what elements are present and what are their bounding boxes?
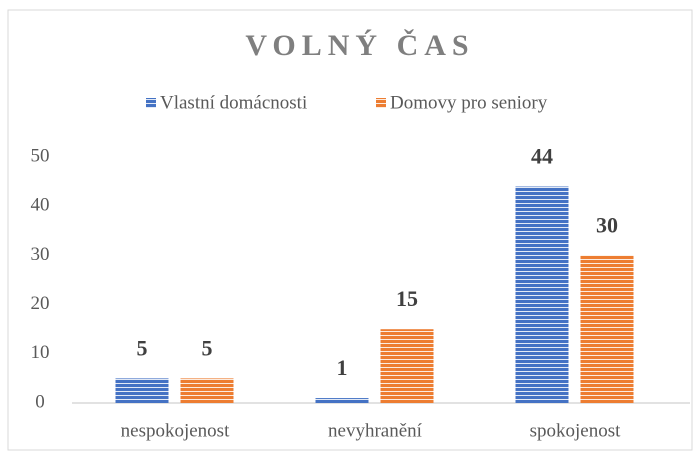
- x-tick-label: spokojenost: [530, 420, 622, 441]
- data-label: 5: [202, 335, 213, 360]
- y-tick-label: 20: [31, 293, 50, 314]
- legend-label: Vlastní domácnosti: [160, 92, 307, 113]
- legend-swatch: [146, 98, 156, 108]
- bar: [380, 329, 434, 403]
- data-label: 15: [396, 286, 418, 311]
- y-tick-label: 40: [31, 195, 50, 216]
- x-tick-label: nespokojenost: [121, 420, 230, 441]
- y-tick-label: 10: [31, 342, 50, 363]
- bar: [580, 255, 634, 403]
- legend-swatch: [376, 98, 386, 108]
- chart-title: VOLNÝ ČAS: [245, 29, 474, 62]
- legend-label: Domovy pro seniory: [390, 92, 548, 113]
- data-label: 1: [337, 355, 348, 380]
- x-tick-label: nevyhranění: [328, 420, 423, 441]
- bar: [515, 186, 569, 403]
- data-label: 5: [137, 335, 148, 360]
- bar: [180, 378, 234, 403]
- y-tick-label: 30: [31, 244, 50, 265]
- y-tick-label: 50: [31, 145, 50, 166]
- data-label: 44: [531, 144, 553, 169]
- data-label: 30: [596, 212, 618, 237]
- bar: [315, 398, 369, 403]
- chart-border: [7, 9, 693, 451]
- bar: [115, 378, 169, 403]
- y-tick-label: 0: [35, 391, 45, 412]
